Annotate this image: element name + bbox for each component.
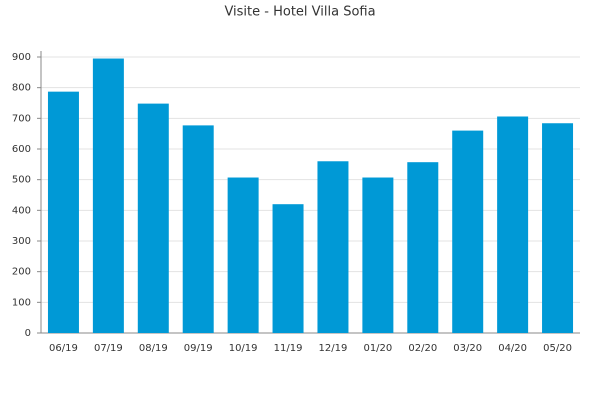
bar <box>497 116 529 333</box>
x-tick-label: 04/20 <box>498 343 527 354</box>
bar <box>407 162 439 333</box>
bar <box>317 161 349 333</box>
x-tick-label: 08/19 <box>139 343 168 354</box>
x-tick-label: 10/19 <box>229 343 258 354</box>
x-tick-label: 03/20 <box>453 343 482 354</box>
y-tick-label: 800 <box>12 83 31 94</box>
y-tick-label: 0 <box>25 328 31 339</box>
bar <box>542 123 574 334</box>
bar <box>362 177 394 333</box>
x-tick-label: 07/19 <box>94 343 123 354</box>
bar <box>137 103 169 333</box>
y-tick-label: 100 <box>12 297 31 308</box>
y-tick-label: 300 <box>12 236 31 247</box>
y-tick-label: 700 <box>12 113 31 124</box>
y-tick-label: 600 <box>12 144 31 155</box>
bar <box>92 58 124 334</box>
bar <box>452 130 484 333</box>
bar <box>182 125 214 334</box>
y-tick-label: 500 <box>12 175 31 186</box>
x-tick-label: 11/19 <box>274 343 303 354</box>
y-tick-label: 200 <box>12 267 31 278</box>
bar <box>47 91 79 333</box>
chart-title: Visite - Hotel Villa Sofia <box>224 5 375 20</box>
y-tick-label: 400 <box>12 205 31 216</box>
x-tick-label: 05/20 <box>543 343 572 354</box>
x-tick-label: 09/19 <box>184 343 213 354</box>
x-tick-label: 02/20 <box>408 343 437 354</box>
x-tick-label: 12/19 <box>319 343 348 354</box>
bar <box>227 177 259 333</box>
x-tick-label: 01/20 <box>363 343 392 354</box>
x-tick-label: 06/19 <box>49 343 78 354</box>
bar <box>272 204 304 333</box>
y-tick-label: 900 <box>12 52 31 63</box>
